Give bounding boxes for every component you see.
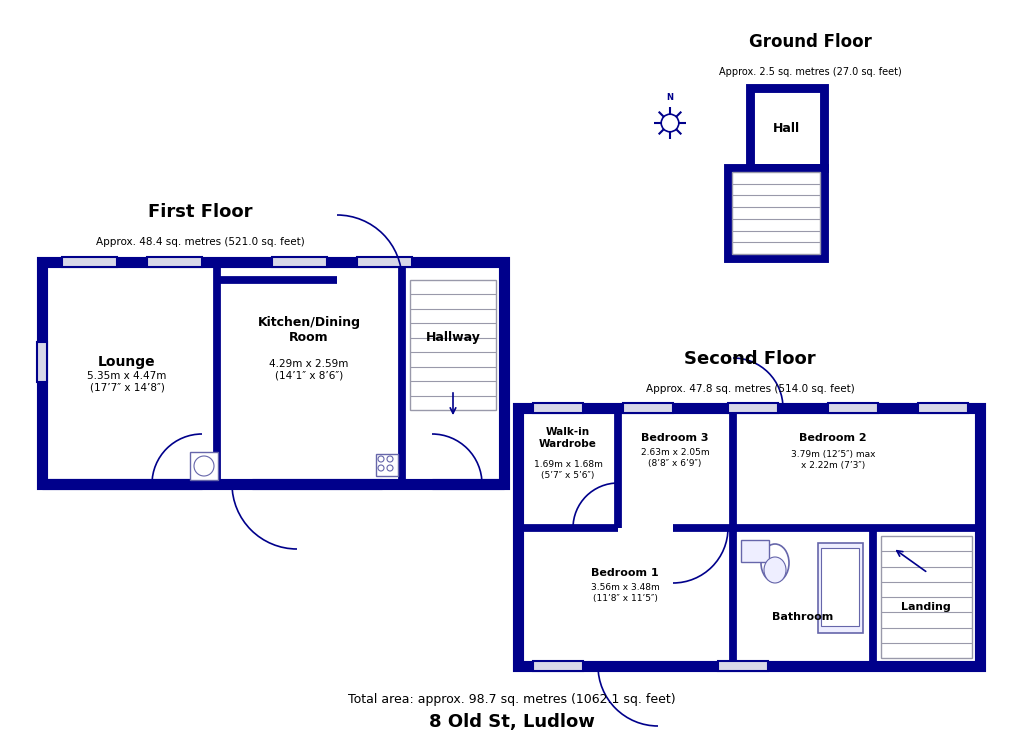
Bar	[718, 661, 768, 671]
Bar	[881, 536, 972, 658]
Ellipse shape	[764, 557, 786, 583]
Text: Hall: Hall	[772, 121, 800, 135]
Circle shape	[194, 456, 214, 476]
Circle shape	[662, 114, 679, 132]
Bar	[534, 403, 583, 413]
Text: 4.29m x 2.59m
(14’1″ x 8’6″): 4.29m x 2.59m (14’1″ x 8’6″)	[269, 359, 349, 381]
Bar	[518, 408, 980, 666]
Bar	[828, 403, 878, 413]
Text: Ground Floor: Ground Floor	[749, 33, 871, 51]
Text: 3.79m (12’5″) max
x 2.22m (7’3″): 3.79m (12’5″) max x 2.22m (7’3″)	[791, 450, 876, 469]
Text: 1.69m x 1.68m
(5’7″ x 5’6″): 1.69m x 1.68m (5’7″ x 5’6″)	[534, 461, 602, 480]
Text: Hallway: Hallway	[426, 330, 480, 344]
Bar	[728, 168, 824, 258]
Circle shape	[378, 456, 384, 462]
Bar	[62, 257, 117, 267]
Text: First Floor: First Floor	[147, 203, 252, 221]
Text: Bedroom 1: Bedroom 1	[591, 568, 658, 578]
Bar	[190, 452, 218, 480]
Bar	[272, 257, 327, 267]
Text: Approx. 48.4 sq. metres (521.0 sq. feet): Approx. 48.4 sq. metres (521.0 sq. feet)	[95, 237, 304, 247]
Text: Total area: approx. 98.7 sq. metres (1062.1 sq. feet): Total area: approx. 98.7 sq. metres (106…	[348, 693, 676, 707]
Bar	[821, 548, 859, 626]
Text: Lounge: Lounge	[98, 355, 156, 369]
Bar	[42, 262, 504, 484]
Text: Approx. 47.8 sq. metres (514.0 sq. feet): Approx. 47.8 sq. metres (514.0 sq. feet)	[645, 384, 854, 394]
Text: Approx. 2.5 sq. metres (27.0 sq. feet): Approx. 2.5 sq. metres (27.0 sq. feet)	[719, 67, 901, 77]
Text: 3.56m x 3.48m
(11’8″ x 11’5″): 3.56m x 3.48m (11’8″ x 11’5″)	[591, 583, 659, 603]
Bar	[37, 342, 47, 382]
Text: 5.35m x 4.47m
(17’7″ x 14’8″): 5.35m x 4.47m (17’7″ x 14’8″)	[87, 371, 167, 393]
Text: Walk-in
Wardrobe: Walk-in Wardrobe	[539, 427, 597, 449]
Circle shape	[387, 465, 393, 471]
Bar	[918, 403, 968, 413]
Text: N: N	[667, 93, 674, 102]
Bar	[728, 403, 778, 413]
Bar	[376, 454, 398, 476]
Text: Second Floor: Second Floor	[684, 350, 816, 368]
Bar	[357, 257, 412, 267]
Bar	[534, 661, 583, 671]
Bar	[732, 172, 820, 254]
Circle shape	[378, 465, 384, 471]
Bar	[818, 543, 863, 633]
Bar	[410, 280, 496, 410]
Bar	[750, 88, 824, 168]
Bar	[147, 257, 202, 267]
Circle shape	[387, 456, 393, 462]
Bar	[623, 403, 673, 413]
Bar	[741, 540, 769, 562]
Text: 8 Old St, Ludlow: 8 Old St, Ludlow	[429, 713, 595, 731]
Text: Bedroom 3: Bedroom 3	[641, 433, 709, 443]
Text: Bedroom 2: Bedroom 2	[799, 433, 866, 443]
Text: Landing: Landing	[901, 602, 951, 612]
Text: Bathroom: Bathroom	[772, 612, 834, 622]
Ellipse shape	[761, 544, 790, 582]
Text: 2.63m x 2.05m
(8’8″ x 6’9″): 2.63m x 2.05m (8’8″ x 6’9″)	[641, 449, 710, 468]
Text: Kitchen/Dining
Room: Kitchen/Dining Room	[257, 316, 360, 344]
